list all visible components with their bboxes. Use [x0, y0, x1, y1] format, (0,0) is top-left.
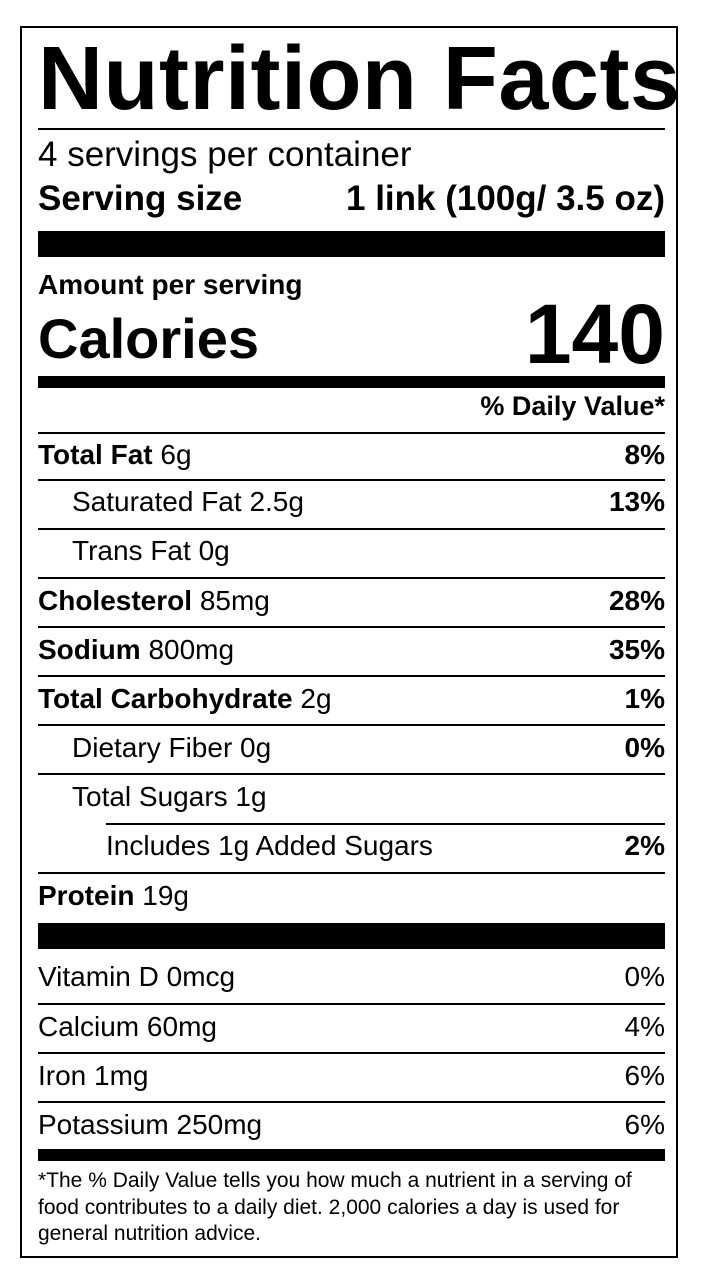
- vitamin-dv: 4%: [624, 1011, 665, 1042]
- vitamin-dv: 0%: [624, 961, 665, 992]
- divider-thick: [38, 231, 665, 257]
- divider-medium: [38, 1149, 665, 1161]
- nutrient-row: Dietary Fiber 0g: [72, 734, 271, 762]
- nutrient-name: Saturated Fat: [72, 486, 242, 517]
- calories-label: Calories: [38, 307, 259, 370]
- nutrient-name: Total Sugars: [72, 781, 228, 812]
- nutrient-name: Total Fat: [38, 439, 153, 470]
- nutrient-amount: 2g: [300, 683, 332, 714]
- divider-thin: [38, 128, 665, 130]
- row-divider: [38, 479, 665, 481]
- nutrient-row: Sodium 800mg: [38, 636, 234, 664]
- nutrient-name: Dietary Fiber: [72, 732, 233, 763]
- nutrient-dv: 28%: [608, 585, 665, 616]
- nutrient-amount: 0g: [240, 732, 272, 763]
- row-divider: [38, 1101, 665, 1103]
- nutrient-dv: 1%: [624, 683, 665, 714]
- row-divider: [38, 675, 665, 677]
- vitamin-amount: 60mg: [146, 1011, 217, 1042]
- nutrient-row: Total Fat 6g: [38, 441, 192, 469]
- vitamin-row: Vitamin D 0mcg: [38, 963, 235, 991]
- row-divider: [38, 1003, 665, 1005]
- serving-size-label: Serving size: [38, 179, 243, 218]
- nutrient-row: Total Carbohydrate 2g: [38, 685, 332, 713]
- nutrient-amount: 6g: [160, 439, 192, 470]
- serving-size-value: 1 link (100g/ 3.5 oz): [346, 179, 665, 218]
- vitamin-amount: 250mg: [176, 1109, 263, 1140]
- nutrient-dv: 8%: [624, 439, 665, 470]
- row-divider: [38, 528, 665, 530]
- nutrient-amount: 1g: [235, 781, 267, 812]
- row-divider: [38, 432, 665, 434]
- nutrient-dv: 0%: [624, 732, 665, 763]
- servings-per-container: 4 servings per container: [38, 135, 412, 174]
- vitamin-name: Calcium: [38, 1011, 140, 1042]
- nutrient-name: Sodium: [38, 634, 141, 665]
- nutrient-amount: 19g: [142, 880, 189, 911]
- vitamin-row: Calcium 60mg: [38, 1013, 217, 1041]
- nutrient-dv: 2%: [624, 830, 665, 861]
- vitamin-name: Iron: [38, 1060, 87, 1091]
- nutrient-row: Total Sugars 1g: [72, 783, 267, 811]
- nutrition-label-border: [20, 26, 678, 1258]
- daily-value-header: % Daily Value*: [480, 391, 665, 421]
- vitamin-name: Potassium: [38, 1109, 169, 1140]
- row-divider: [106, 823, 665, 825]
- vitamin-dv: 6%: [624, 1109, 665, 1140]
- row-divider: [38, 626, 665, 628]
- calories-value: 140: [524, 287, 665, 381]
- vitamin-row: Iron 1mg: [38, 1062, 149, 1090]
- nutrient-dv: 13%: [608, 486, 665, 517]
- nutrient-amount: 85mg: [199, 585, 270, 616]
- vitamin-name: Vitamin D: [38, 961, 159, 992]
- row-divider: [38, 1052, 665, 1054]
- vitamin-row: Potassium 250mg: [38, 1111, 262, 1139]
- nutrient-dv: 35%: [608, 634, 665, 665]
- nutrient-amount: 2.5g: [249, 486, 304, 517]
- daily-value-footnote: *The % Daily Value tells you how much a …: [38, 1169, 632, 1246]
- vitamin-dv: 6%: [624, 1060, 665, 1091]
- label-title: Nutrition Facts: [38, 29, 681, 129]
- nutrient-row: Cholesterol 85mg: [38, 587, 270, 615]
- row-divider: [38, 724, 665, 726]
- nutrient-amount: 0g: [198, 535, 230, 566]
- divider-medium: [38, 376, 665, 388]
- nutrient-name: Cholesterol: [38, 585, 193, 616]
- row-divider: [38, 773, 665, 775]
- nutrient-row: Protein 19g: [38, 882, 189, 910]
- nutrient-name: Protein: [38, 880, 135, 911]
- row-divider: [38, 872, 665, 874]
- nutrient-amount: 800mg: [148, 634, 235, 665]
- nutrient-row: Saturated Fat 2.5g: [72, 488, 304, 516]
- divider-thick: [38, 923, 665, 949]
- nutrient-name: Total Carbohydrate: [38, 683, 293, 714]
- nutrient-row: Trans Fat 0g: [72, 537, 230, 565]
- vitamin-amount: 0mcg: [166, 961, 236, 992]
- nutrient-name: Includes 1g Added Sugars: [106, 830, 433, 861]
- nutrient-row: Includes 1g Added Sugars: [106, 832, 433, 860]
- vitamin-amount: 1mg: [94, 1060, 149, 1091]
- row-divider: [38, 577, 665, 579]
- nutrient-name: Trans Fat: [72, 535, 191, 566]
- amount-per-serving: Amount per serving: [38, 269, 303, 300]
